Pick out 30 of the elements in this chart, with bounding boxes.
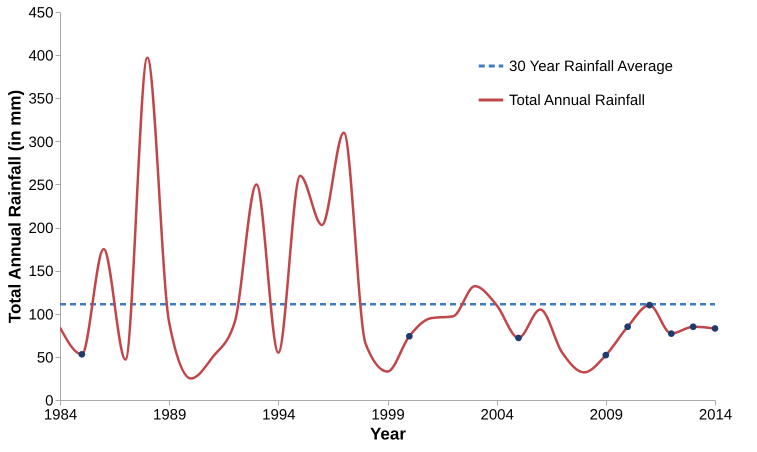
x-tick-label: 1984 — [44, 406, 78, 424]
x-tick-label: 2014 — [698, 406, 732, 424]
y-tick-label: 350 — [28, 90, 54, 108]
point — [406, 332, 413, 340]
point — [712, 325, 718, 332]
y-tick-label: 100 — [28, 306, 54, 324]
point — [515, 334, 522, 342]
y-tick-label: 250 — [28, 176, 54, 194]
x-axis-title: Year — [370, 424, 406, 444]
point — [690, 323, 697, 330]
y-tick-label: 50 — [36, 349, 54, 366]
point — [624, 323, 632, 330]
x-tick-label: 1994 — [262, 406, 296, 424]
legend-label: 30 Year Rainfall Average — [509, 58, 674, 75]
y-axis-title: Total Annual Rainfall (in mm) — [5, 90, 24, 324]
y-tick-label: 300 — [28, 134, 54, 151]
y-tick-label: 150 — [28, 263, 54, 280]
y-tick-label: 450 — [28, 4, 54, 22]
x-tick-label: 2009 — [590, 406, 624, 424]
x-tick-label: 2004 — [480, 406, 514, 424]
point — [668, 330, 675, 337]
legend-label: Total Annual Rainfall — [509, 92, 645, 109]
x-tick-label: 1999 — [371, 406, 405, 424]
point — [646, 302, 653, 309]
y-tick-label: 400 — [28, 48, 54, 65]
point — [78, 350, 86, 358]
x-tick-label: 1989 — [152, 406, 186, 424]
y-tick-label: 200 — [28, 220, 54, 238]
point — [602, 352, 610, 359]
y-tick-label: 0 — [45, 392, 54, 410]
